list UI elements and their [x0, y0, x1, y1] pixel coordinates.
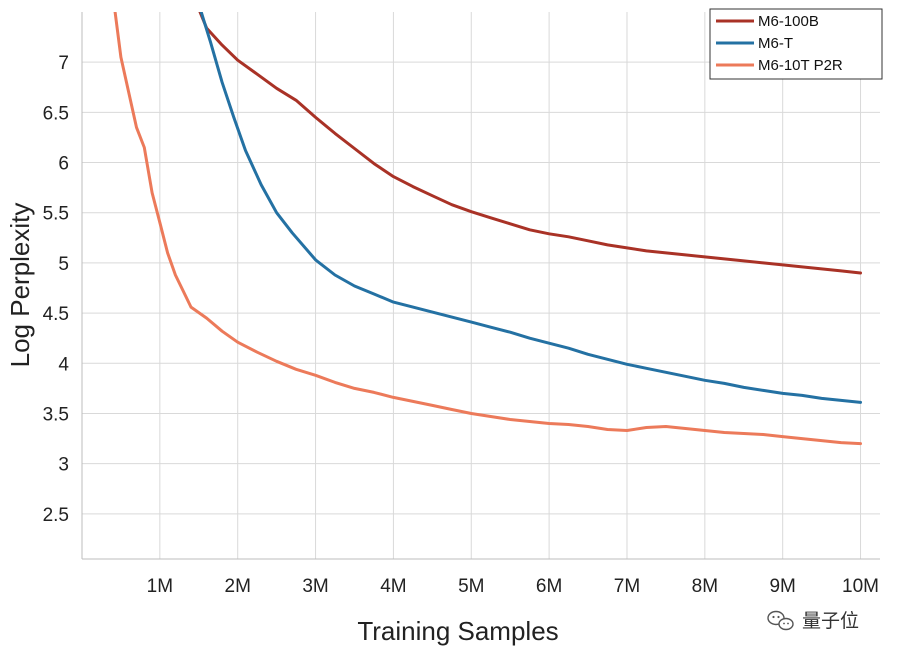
series-line-m6-10t-p2r: [113, 12, 862, 446]
y-tick-label: 5: [58, 254, 69, 275]
plot-frame: [81, 12, 880, 560]
legend: M6-100B M6-T M6-10T P2R: [709, 8, 883, 80]
x-tick-label: 1M: [147, 576, 173, 597]
x-tick-label: 4M: [380, 576, 406, 597]
x-tick-label: 3M: [302, 576, 328, 597]
y-tick-label: 3.5: [43, 404, 69, 425]
series-line-m6-100b: [198, 12, 862, 275]
x-tick-label: 7M: [614, 576, 640, 597]
y-axis-label: Log Perplexity: [5, 203, 35, 368]
y-tick-label: 3: [58, 455, 69, 476]
legend-label: M6-100B: [758, 13, 819, 30]
y-tick-label: 2.5: [43, 505, 69, 526]
y-tick-label: 6.5: [43, 103, 69, 124]
x-tick-labels: 1M 2M 3M 4M 5M 6M 7M 8M 9M 10M: [147, 576, 879, 597]
series-layer: [113, 12, 862, 446]
series-line-m6-t: [199, 12, 862, 404]
x-tick-label: 6M: [536, 576, 562, 597]
y-tick-label: 7: [58, 53, 69, 74]
legend-label: M6-10T P2R: [758, 57, 843, 74]
x-tick-label: 5M: [458, 576, 484, 597]
wechat-icon: [767, 610, 794, 631]
x-axis-label: Training Samples: [357, 616, 558, 646]
x-tick-label: 8M: [692, 576, 718, 597]
x-tick-label: 2M: [225, 576, 251, 597]
y-tick-label: 4: [58, 354, 69, 375]
legend-label: M6-T: [758, 35, 793, 52]
y-tick-label: 6: [58, 154, 69, 175]
watermark-text: 量子位: [802, 610, 859, 632]
y-tick-labels: 2.5 3 3.5 4 4.5 5 5.5 6 6.5 7: [43, 53, 70, 526]
watermark: 量子位: [767, 610, 859, 632]
y-tick-label: 5.5: [43, 204, 69, 225]
x-tick-label: 10M: [842, 576, 879, 597]
grid: [82, 12, 880, 559]
y-tick-label: 4.5: [43, 304, 69, 325]
x-tick-label: 9M: [769, 576, 795, 597]
